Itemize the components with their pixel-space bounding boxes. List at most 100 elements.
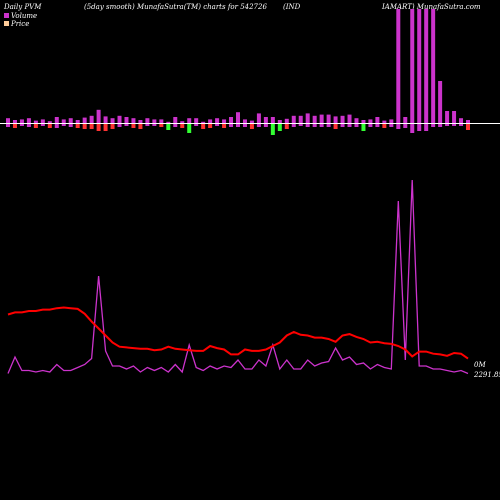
volume-bar-stub (277, 120, 282, 123)
volume-bar (396, 9, 401, 123)
volume-bar-stub (47, 121, 52, 123)
volume-bar (187, 123, 192, 133)
volume-bar-stub (82, 117, 87, 123)
last-price-label: 2291.85 (473, 371, 500, 379)
volume-bar (389, 119, 394, 123)
volume-bar-stub (368, 123, 373, 127)
volume-bar-stub (152, 123, 157, 126)
volume-bar-stub (403, 123, 408, 128)
legend-price-label: Price (10, 20, 29, 28)
volume-bar (382, 123, 387, 128)
volume-bar (159, 123, 164, 127)
volume-bar-stub (201, 121, 206, 123)
volume-bar (12, 123, 17, 128)
volume-bar (26, 118, 31, 123)
volume-bar-stub (145, 123, 150, 126)
volume-bar (424, 9, 429, 123)
volume-bar (459, 118, 464, 123)
volume-bar-stub (159, 119, 164, 123)
volume-bar (312, 115, 317, 123)
volume-bar-stub (40, 123, 45, 126)
volume-bar-stub (173, 123, 178, 127)
volume-bar-stub (19, 123, 24, 126)
volume-bar-stub (410, 123, 415, 133)
volume-bar (145, 118, 150, 123)
volume-bar-stub (291, 123, 296, 127)
volume-bar-stub (236, 123, 240, 127)
volume-bar (6, 118, 10, 123)
volume-bar (61, 119, 66, 123)
volume-bar (117, 115, 122, 123)
volume-bar-stub (382, 120, 387, 123)
volume-bar (68, 118, 73, 123)
volume-bar-stub (96, 109, 101, 123)
volume-bar (33, 123, 38, 128)
volume-bar (152, 119, 157, 123)
header-left: Daily PVM (3, 3, 42, 11)
volume-bar-stub (215, 123, 220, 126)
last-label-prefix: 0M (474, 361, 486, 369)
volume-bar-stub (319, 123, 324, 127)
volume-bar (75, 123, 80, 128)
volume-bar-stub (54, 123, 59, 128)
volume-bar (47, 123, 52, 128)
volume-bar-stub (6, 123, 10, 127)
volume-bar-stub (187, 118, 192, 123)
volume-bar (361, 123, 366, 131)
volume-bar-stub (375, 123, 380, 127)
volume-bar (131, 123, 136, 128)
volume-bar-stub (249, 120, 254, 123)
volume-bar (19, 119, 24, 123)
volume-bar (445, 111, 450, 123)
volume-bar-stub (138, 120, 143, 123)
volume-bar-stub (68, 123, 73, 127)
volume-bar (452, 111, 457, 123)
volume-bar (236, 112, 240, 123)
volume-bar-stub (333, 116, 338, 123)
volume-bar-stub (431, 123, 436, 127)
volume-bar (201, 123, 206, 129)
volume-bar-stub (452, 123, 457, 126)
legend-price-swatch (4, 21, 9, 26)
volume-bar-stub (117, 123, 122, 127)
volume-bar-stub (466, 120, 470, 123)
volume-bar-stub (347, 123, 352, 127)
volume-bar (438, 81, 443, 123)
volume-bar (54, 117, 59, 123)
volume-bar (354, 118, 359, 123)
volume-bar (403, 117, 408, 123)
volume-bar (431, 9, 436, 123)
volume-bar-stub (89, 115, 94, 123)
volume-bar (298, 115, 303, 123)
volume-bar (326, 114, 331, 123)
volume-bar (124, 117, 129, 123)
volume-bar (208, 123, 213, 128)
header-smooth: (5day smooth) MunafaSutra(TM) charts for… (84, 3, 267, 11)
volume-bar-stub (242, 123, 247, 127)
volume-bar (89, 123, 94, 129)
volume-bar-stub (180, 121, 185, 123)
volume-bar (263, 117, 268, 123)
volume-bar-stub (12, 120, 17, 123)
volume-bar-stub (208, 119, 213, 123)
volume-bar (242, 119, 247, 123)
volume-bar (256, 113, 261, 123)
volume-bar-stub (270, 117, 275, 123)
volume-bar-stub (26, 123, 31, 127)
volume-bar (40, 119, 45, 123)
volume-bar (166, 123, 171, 130)
volume-bar (410, 9, 415, 123)
volume-bar (96, 123, 101, 131)
volume-bar-stub (459, 123, 464, 126)
volume-bar-stub (61, 123, 66, 126)
volume-bar (229, 117, 234, 123)
volume-bar (194, 118, 199, 123)
volume-line (7, 179, 469, 375)
volume-bar (466, 123, 470, 130)
volume-bar (110, 123, 115, 129)
volume-bar-stub (131, 118, 136, 123)
price-line (7, 306, 469, 360)
volume-bar-stub (445, 123, 450, 126)
volume-bar-stub (312, 123, 317, 127)
